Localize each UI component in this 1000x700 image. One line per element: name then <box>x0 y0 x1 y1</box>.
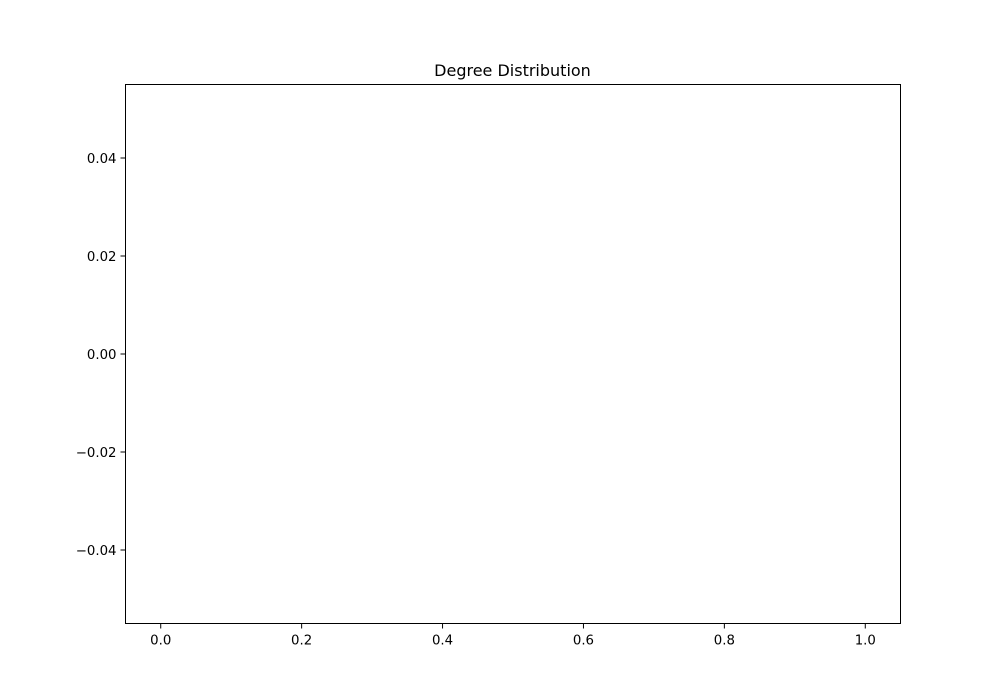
x-tick-label: 0.2 <box>291 634 312 649</box>
x-tick-label: 0.4 <box>432 634 453 649</box>
x-tick-label: 0.0 <box>150 634 171 649</box>
y-tick-label: 0.02 <box>87 250 117 265</box>
plot-area <box>125 84 901 624</box>
y-tick-label: 0.00 <box>87 348 117 363</box>
y-tick-label: −0.04 <box>76 544 117 559</box>
x-tick-label: 0.6 <box>573 634 594 649</box>
y-tick-label: −0.02 <box>76 446 117 461</box>
chart-title: Degree Distribution <box>434 61 591 80</box>
x-tick-label: 0.8 <box>714 634 735 649</box>
x-axis: 0.0 0.2 0.4 0.6 0.8 1.0 <box>150 623 876 649</box>
x-tick-label: 1.0 <box>855 634 876 649</box>
y-tick-label: 0.04 <box>87 152 117 167</box>
y-axis: 0.04 0.02 0.00 −0.02 −0.04 <box>76 152 126 559</box>
